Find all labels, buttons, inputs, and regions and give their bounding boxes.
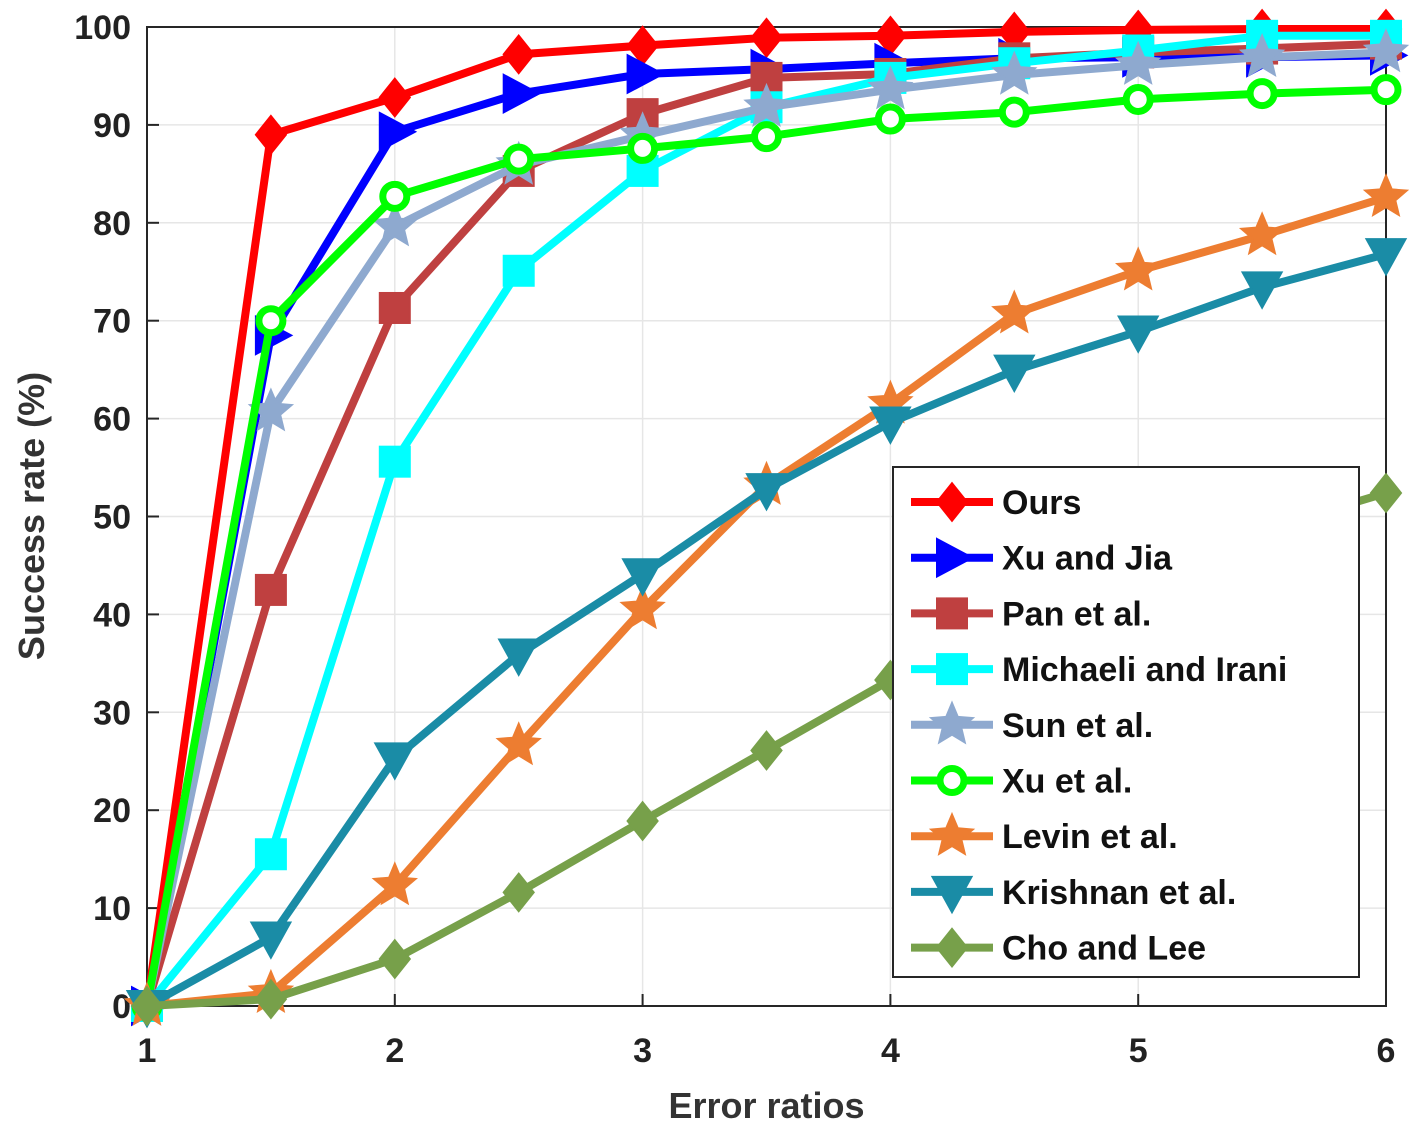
data-point-cho-and-lee bbox=[254, 978, 288, 1020]
data-point-xu-et-al bbox=[998, 96, 1030, 128]
legend-label-krishnan-et-al: Krishnan et al. bbox=[1002, 874, 1236, 912]
data-point-sun-et-al bbox=[743, 82, 790, 128]
data-point-xu-et-al bbox=[379, 180, 411, 212]
data-point-xu-et-al bbox=[503, 143, 535, 175]
data-point-cho-and-lee bbox=[378, 938, 412, 980]
data-point-sun-et-al bbox=[867, 65, 914, 110]
data-point-krishnan-et-al bbox=[1240, 271, 1284, 310]
legend-marker-pan-et-al bbox=[936, 597, 968, 630]
data-point-sun-et-al bbox=[1362, 28, 1410, 73]
data-point-levin-et-al bbox=[1238, 211, 1286, 256]
data-point-pan-et-al bbox=[254, 573, 287, 606]
legend-label-xu-et-al: Xu et al. bbox=[1002, 763, 1132, 801]
data-point-sun-et-al bbox=[1238, 33, 1286, 78]
data-point-xu-et-al bbox=[1370, 74, 1402, 106]
data-point-sun-et-al bbox=[991, 50, 1038, 95]
data-point-krishnan-et-al bbox=[1117, 315, 1160, 354]
data-point-xu-and-jia bbox=[626, 53, 665, 95]
legend-label-sun-et-al: Sun et al. bbox=[1002, 707, 1153, 745]
data-point-krishnan-et-al bbox=[1364, 238, 1408, 277]
data-point-levin-et-al bbox=[619, 585, 666, 630]
data-point-xu-and-jia bbox=[378, 111, 418, 153]
x-tick-label: 4 bbox=[881, 1032, 900, 1070]
data-point-cho-and-lee bbox=[130, 985, 164, 1027]
y-tick-label: 50 bbox=[93, 499, 131, 537]
data-point-cho-and-lee bbox=[502, 872, 535, 913]
legend-marker-levin-et-al bbox=[928, 811, 976, 856]
data-point-krishnan-et-al bbox=[373, 742, 416, 781]
x-tick-label: 1 bbox=[138, 1032, 157, 1070]
data-point-levin-et-al bbox=[371, 861, 418, 906]
legend: Ours Xu and Jia Pan et al. Michaeli and Ira… bbox=[892, 466, 1360, 978]
legend-label-pan-et-al: Pan et al. bbox=[1002, 595, 1151, 633]
data-point-michaeli-and-irani bbox=[378, 445, 411, 478]
y-tick-label: 100 bbox=[74, 9, 131, 47]
data-point-levin-et-al bbox=[1362, 173, 1410, 218]
legend-label-levin-et-al: Levin et al. bbox=[1002, 818, 1178, 856]
data-point-cho-and-lee bbox=[626, 800, 659, 842]
y-tick-label: 20 bbox=[93, 792, 131, 830]
x-tick-label: 2 bbox=[385, 1032, 404, 1070]
data-point-cho-and-lee bbox=[750, 730, 783, 771]
legend-marker-michaeli-and-irani bbox=[936, 653, 968, 686]
y-tick-label: 60 bbox=[93, 401, 131, 439]
legend-marker-ours bbox=[935, 481, 969, 523]
series-sun-et-al bbox=[123, 28, 1410, 1026]
data-point-xu-et-al bbox=[627, 132, 659, 164]
data-point-ours bbox=[750, 17, 783, 59]
data-point-xu-et-al bbox=[1246, 78, 1278, 110]
data-point-krishnan-et-al bbox=[869, 406, 912, 445]
data-point-levin-et-al bbox=[495, 721, 542, 766]
data-point-xu-et-al bbox=[874, 103, 906, 135]
y-tick-label: 90 bbox=[93, 107, 131, 145]
data-point-krishnan-et-al bbox=[745, 473, 788, 512]
legend-marker-sun-et-al bbox=[928, 700, 976, 745]
data-point-krishnan-et-al bbox=[249, 921, 293, 960]
y-axis-label: Success rate (%) bbox=[11, 372, 52, 660]
data-point-sun-et-al bbox=[371, 202, 418, 247]
data-point-krishnan-et-al bbox=[497, 638, 540, 677]
data-point-xu-et-al bbox=[255, 305, 287, 337]
legend-label-ours: Ours bbox=[1002, 484, 1081, 522]
y-tick-label: 80 bbox=[93, 205, 131, 243]
legend-marker-xu-et-al bbox=[936, 765, 968, 796]
data-point-sun-et-al bbox=[1115, 40, 1162, 85]
x-axis-label: Error ratios bbox=[668, 1085, 864, 1126]
legend-label-michaeli-and-irani: Michaeli and Irani bbox=[1002, 651, 1287, 689]
legend-marker-xu-and-jia bbox=[936, 537, 975, 579]
data-point-levin-et-al bbox=[991, 289, 1038, 334]
x-tick-label: 5 bbox=[1129, 1032, 1148, 1070]
data-point-krishnan-et-al bbox=[993, 354, 1036, 393]
data-point-cho-and-lee bbox=[1369, 472, 1403, 514]
data-point-ours bbox=[254, 114, 288, 156]
data-point-pan-et-al bbox=[378, 291, 411, 324]
legend-label-xu-and-jia: Xu and Jia bbox=[1002, 540, 1173, 578]
y-tick-label: 70 bbox=[93, 303, 131, 341]
data-point-xu-et-al bbox=[1122, 83, 1154, 115]
legend-label-cho-and-lee: Cho and Lee bbox=[1002, 930, 1206, 968]
x-tick-label: 6 bbox=[1377, 1032, 1396, 1070]
y-tick-label: 10 bbox=[93, 890, 131, 928]
legend-marker-cho-and-lee bbox=[935, 927, 969, 968]
data-point-xu-et-al bbox=[751, 121, 782, 153]
y-tick-label: 30 bbox=[93, 694, 131, 732]
data-point-levin-et-al bbox=[1115, 246, 1162, 291]
y-tick-label: 0 bbox=[112, 988, 131, 1026]
data-point-krishnan-et-al bbox=[621, 558, 664, 597]
data-point-ours bbox=[378, 77, 412, 118]
series-group bbox=[123, 8, 1410, 1029]
data-point-michaeli-and-irani bbox=[502, 254, 535, 287]
data-point-michaeli-and-irani bbox=[254, 838, 287, 871]
data-point-ours bbox=[502, 34, 535, 75]
data-point-xu-and-jia bbox=[502, 73, 542, 114]
y-tick-label: 40 bbox=[93, 596, 131, 634]
x-tick-label: 3 bbox=[633, 1032, 652, 1070]
legend-marker-krishnan-et-al bbox=[930, 875, 974, 915]
